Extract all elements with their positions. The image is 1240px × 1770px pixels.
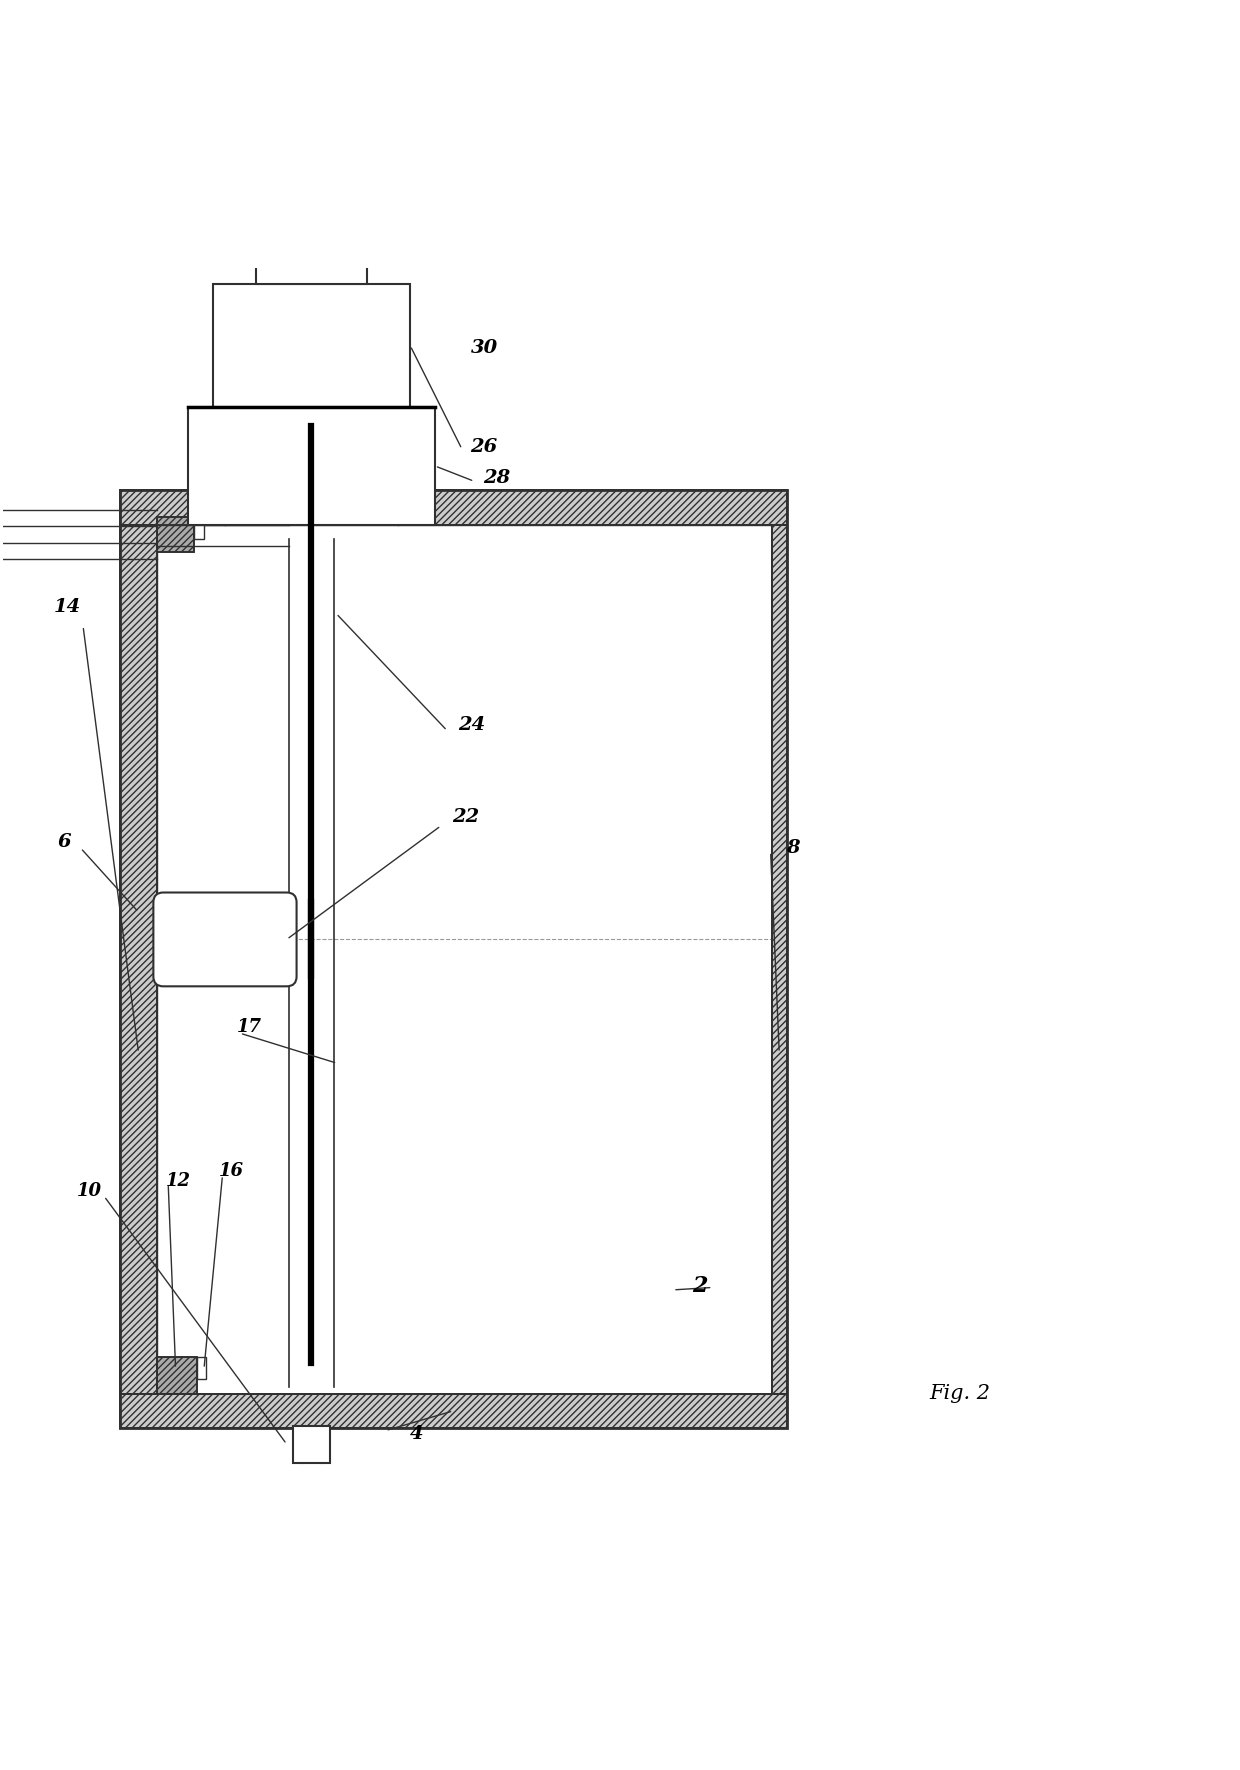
Text: 26: 26 — [471, 437, 497, 455]
Bar — [157, 1356, 197, 1393]
Bar — [120, 1393, 786, 1428]
Text: 28: 28 — [482, 469, 510, 487]
Bar — [188, 407, 435, 524]
Text: 16: 16 — [218, 1163, 243, 1181]
Bar — [157, 524, 771, 1393]
Bar — [120, 1393, 786, 1428]
Bar — [120, 490, 786, 1428]
Bar — [120, 490, 786, 524]
Bar — [771, 524, 786, 1393]
Bar — [195, 517, 205, 540]
Text: 2: 2 — [692, 1274, 708, 1297]
Bar — [197, 1356, 207, 1379]
Text: 12: 12 — [166, 1172, 191, 1189]
Bar — [157, 517, 195, 552]
Text: 6: 6 — [58, 834, 72, 851]
Text: 30: 30 — [471, 340, 497, 358]
Bar — [120, 524, 157, 1393]
Text: 22: 22 — [453, 809, 480, 827]
Text: 14: 14 — [53, 598, 81, 616]
Bar — [157, 1356, 197, 1393]
Bar — [255, 211, 367, 283]
Text: 24: 24 — [459, 715, 486, 733]
Bar — [120, 524, 157, 1393]
Bar — [293, 1425, 330, 1462]
Text: 4: 4 — [409, 1425, 423, 1443]
Bar — [771, 524, 786, 1393]
Bar — [212, 283, 410, 407]
Bar — [157, 517, 195, 552]
Bar — [120, 490, 786, 524]
Text: Fig. 2: Fig. 2 — [929, 1384, 990, 1404]
Text: 8: 8 — [786, 839, 800, 857]
Text: 17: 17 — [237, 1018, 262, 1035]
FancyBboxPatch shape — [154, 892, 296, 986]
Text: 10: 10 — [77, 1182, 102, 1200]
